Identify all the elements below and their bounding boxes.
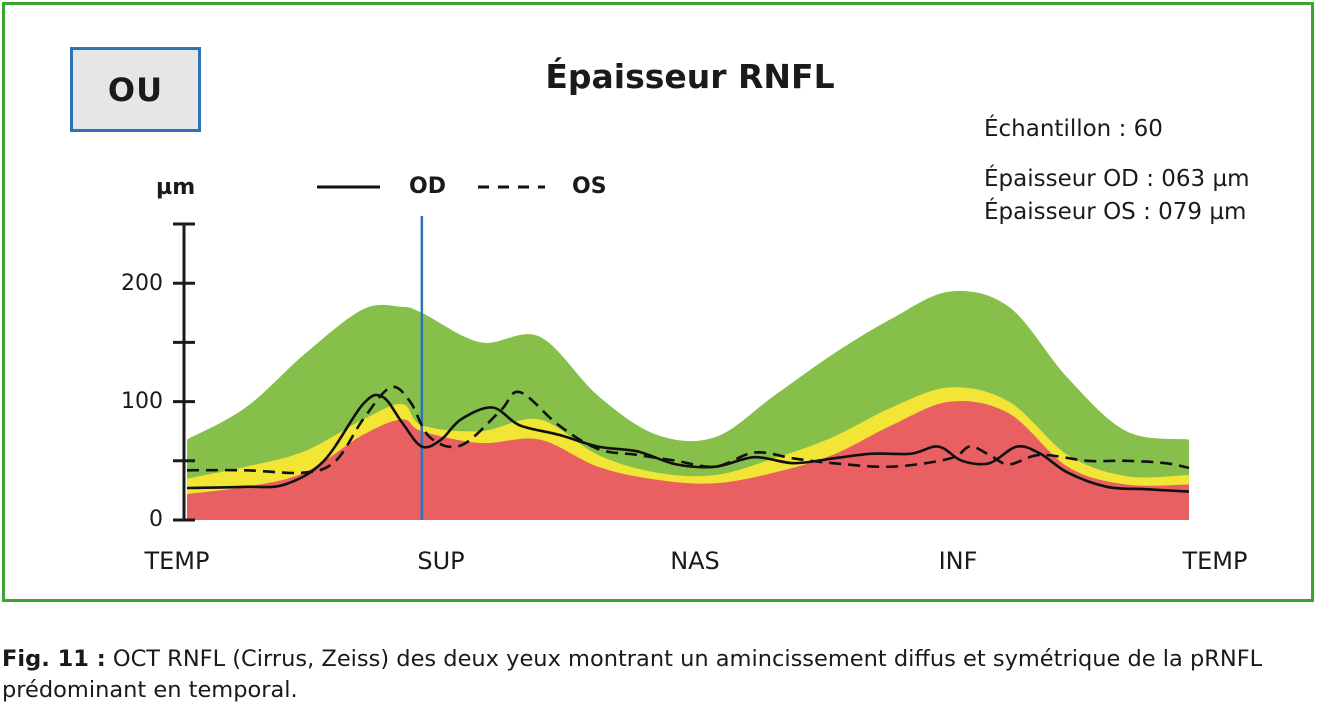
y-tick-label: 100 xyxy=(121,389,163,414)
series-lines xyxy=(186,385,1190,493)
eye-badge: OU xyxy=(70,47,201,132)
caption-label: Fig. 11 : xyxy=(2,646,106,672)
y-axis-label: µm xyxy=(156,175,196,200)
normative-bands xyxy=(187,290,1189,520)
chart-frame xyxy=(2,2,1314,602)
sample-count: Échantillon : 60 xyxy=(984,116,1163,142)
x-tick-label: TEMP xyxy=(1182,547,1248,575)
thickness-od: Épaisseur OD : 063 µm xyxy=(984,166,1250,192)
thickness-os: Épaisseur OS : 079 µm xyxy=(984,199,1247,225)
axes xyxy=(173,216,424,522)
series-line-od xyxy=(186,393,1190,493)
x-tick-label: NAS xyxy=(670,547,720,575)
y-tick-label: 200 xyxy=(121,271,163,296)
y-tick-label: 0 xyxy=(149,507,163,532)
series-line-os xyxy=(186,385,1190,475)
caption-text: OCT RNFL (Cirrus, Zeiss) des deux yeux m… xyxy=(2,646,1263,703)
legend-label-od: OD xyxy=(409,174,446,199)
band-abnormal xyxy=(187,401,1189,520)
figure-caption: Fig. 11 : OCT RNFL (Cirrus, Zeiss) des d… xyxy=(2,644,1318,706)
legend-label-os: OS xyxy=(572,174,607,199)
x-tick-label: SUP xyxy=(417,547,465,575)
x-tick-label: INF xyxy=(938,547,978,575)
x-tick-label: TEMP xyxy=(144,547,210,575)
chart-title: Épaisseur RNFL xyxy=(545,57,835,96)
